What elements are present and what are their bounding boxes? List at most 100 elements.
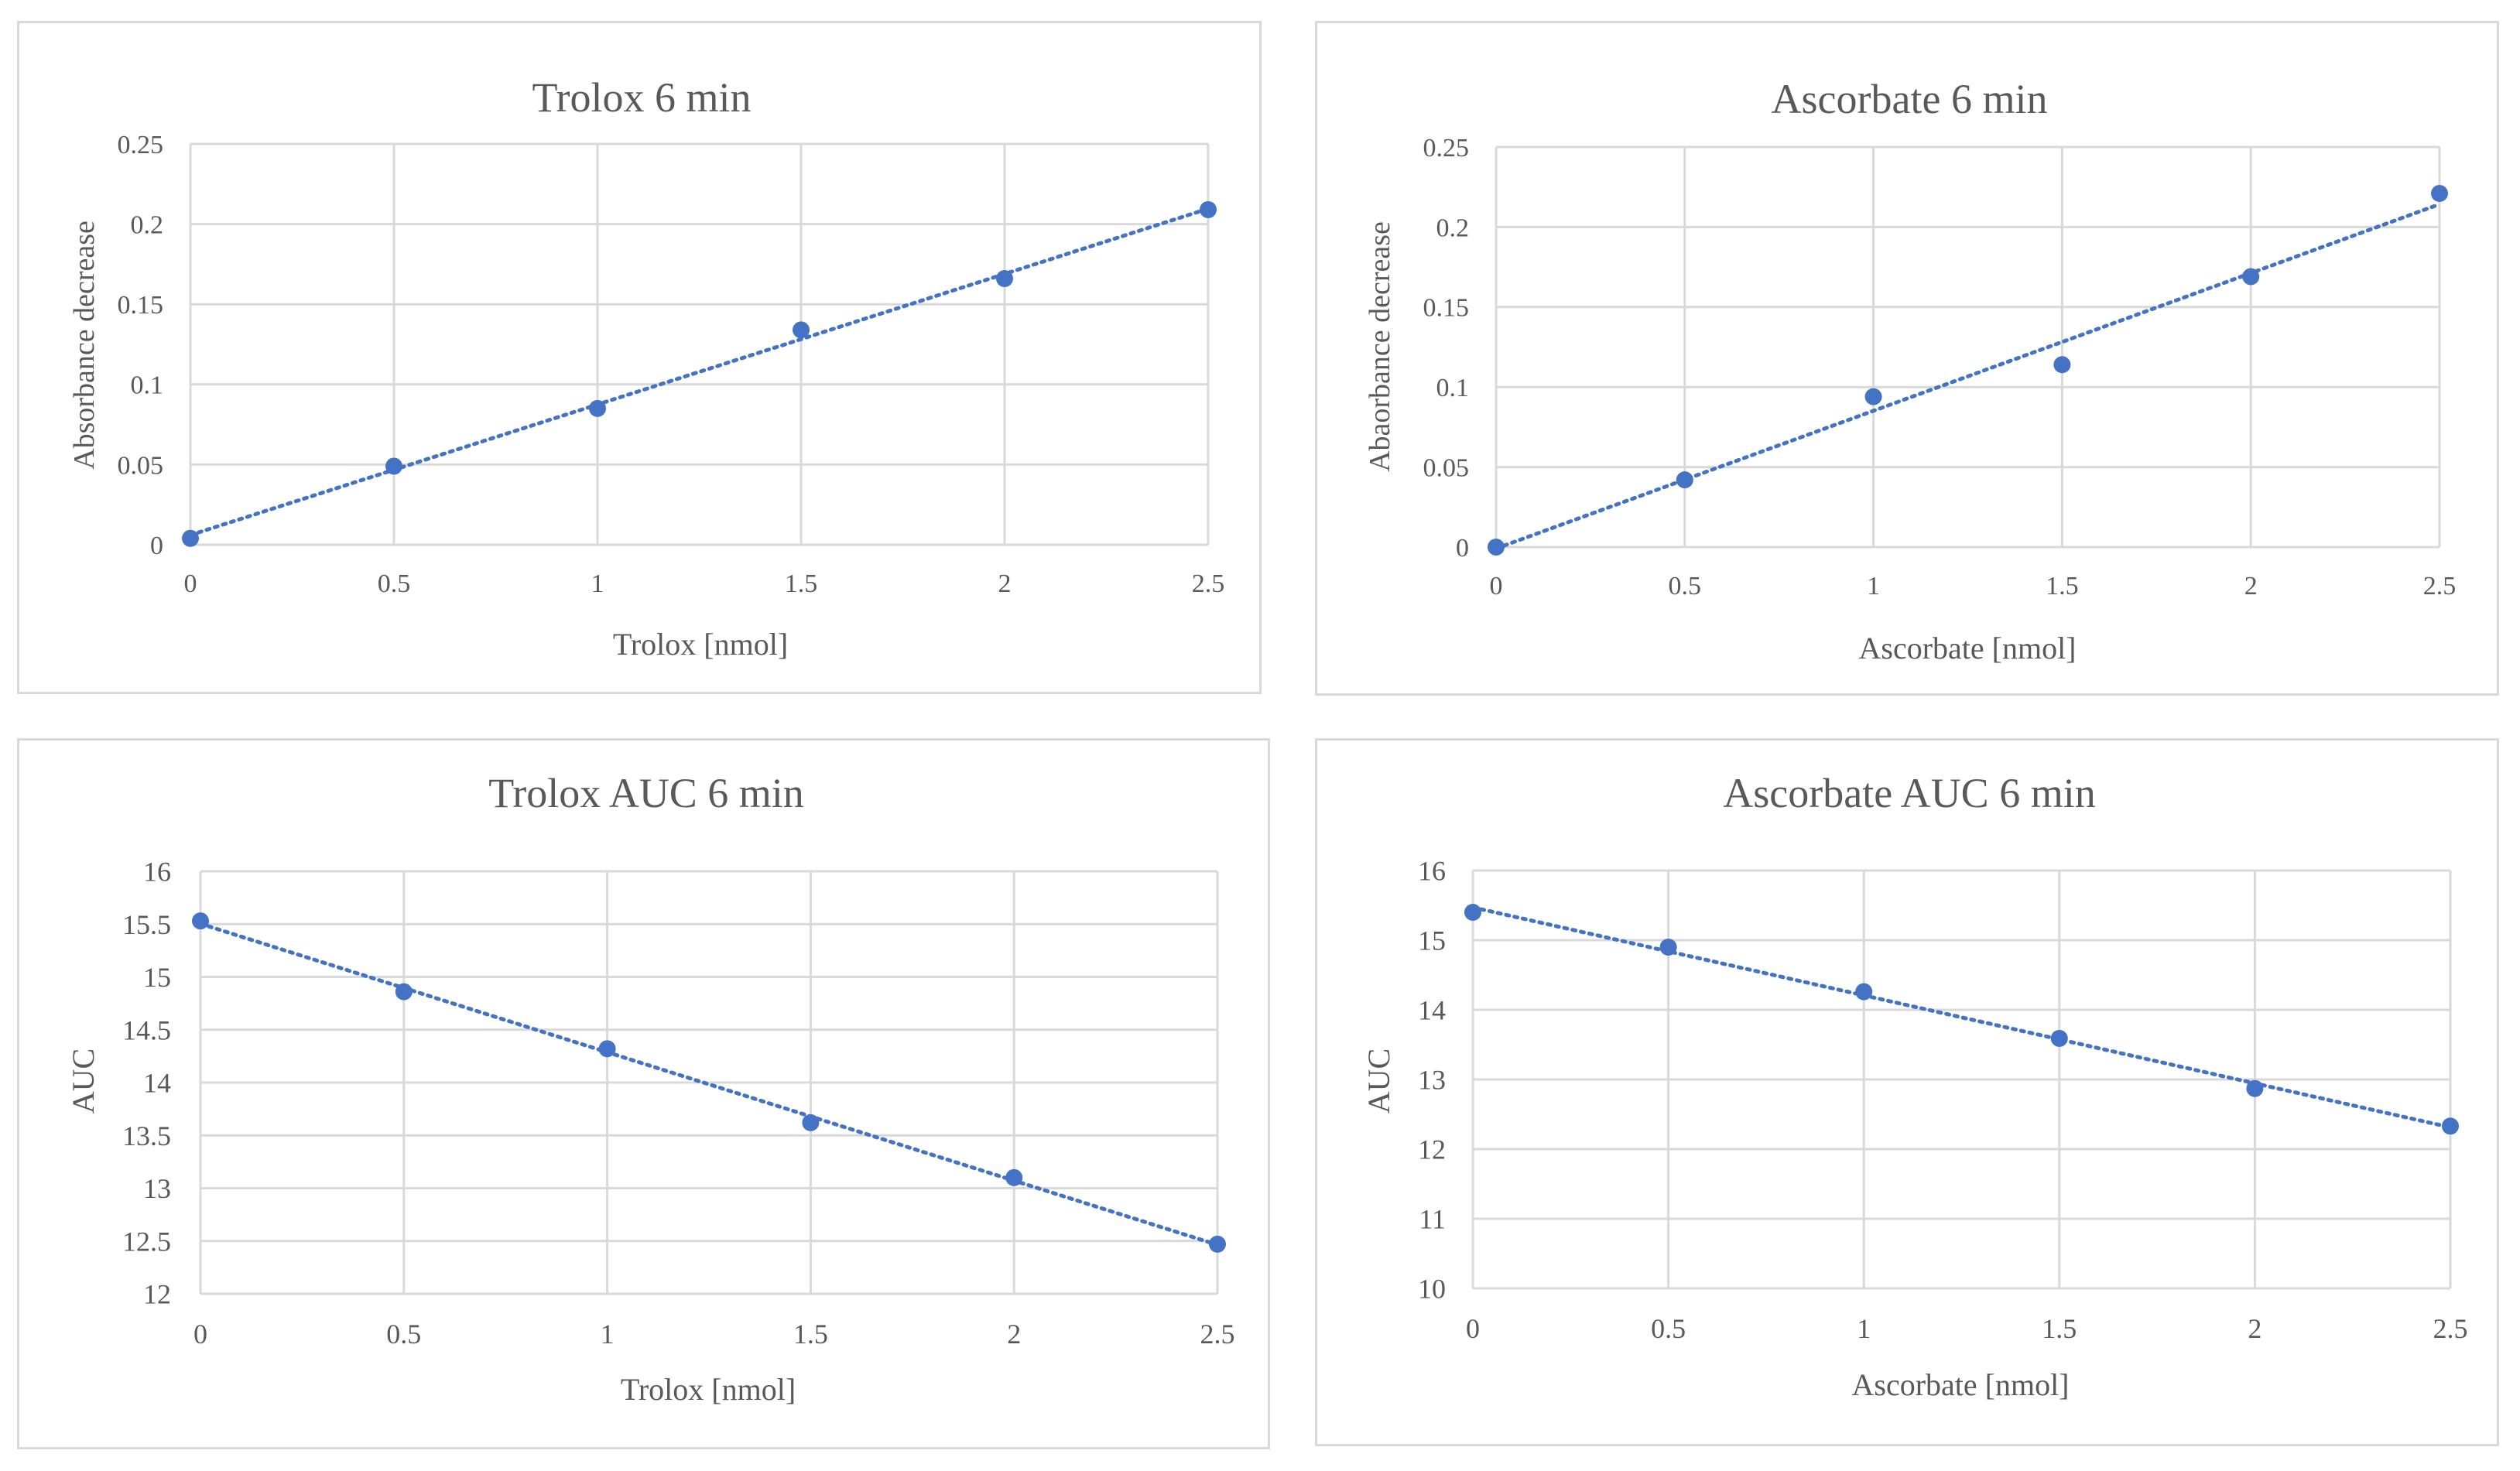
x-axis-title: Ascorbate [nmol] — [1851, 1367, 2069, 1402]
chart-panel-trolox: Trolox 6 min Trolox [nmol] Absorbance de… — [17, 21, 1262, 694]
x-tick-label: 2.5 — [2433, 1313, 2468, 1344]
y-tick-label: 0.2 — [131, 211, 164, 240]
y-tick-label: 0.25 — [1423, 134, 1470, 162]
y-tick-label: 0.15 — [118, 291, 164, 320]
y-tick-label: 0 — [1456, 534, 1469, 563]
trendline — [1471, 905, 2453, 1130]
x-tick-label: 1.5 — [2042, 1313, 2077, 1344]
y-tick-label: 16 — [143, 857, 171, 888]
chart-panel-ascorbate: Ascorbate 6 min Ascorbate [nmol] Abaorba… — [1315, 21, 2499, 696]
chart-ascorbate-auc: Ascorbate AUC 6 min Ascorbate [nmol] AUC… — [1361, 770, 2468, 1402]
trendline — [198, 922, 1220, 1247]
y-tick-label: 13 — [1418, 1065, 1446, 1096]
x-tick-label: 2 — [2248, 1313, 2261, 1344]
x-tick-label: 2 — [2244, 572, 2258, 600]
y-tick-label: 13.5 — [122, 1120, 171, 1151]
y-tick-label: 14.5 — [122, 1014, 171, 1045]
y-tick-label: 0.05 — [118, 451, 164, 480]
chart-title: Trolox AUC 6 min — [488, 770, 804, 816]
chart-panel-trolox-auc: Trolox AUC 6 min Trolox [nmol] AUC 12 12.… — [17, 738, 1270, 1449]
x-tick-label: 1.5 — [2046, 572, 2079, 600]
x-tick-label: 1.5 — [785, 570, 818, 598]
x-tick-label: 0 — [1466, 1313, 1480, 1344]
data-point — [1855, 983, 1873, 1001]
plot-area — [192, 870, 1226, 1295]
y-tick-label: 0.15 — [1423, 294, 1470, 323]
chart-ascorbate-absorbance: Ascorbate 6 min Ascorbate [nmol] Abaorba… — [1364, 76, 2457, 665]
y-tick-label: 0.25 — [118, 131, 164, 159]
y-tick-label: 0.1 — [131, 371, 164, 400]
x-tick-label: 0.5 — [1651, 1313, 1686, 1344]
data-point — [2050, 1029, 2068, 1047]
chart-title: Ascorbate AUC 6 min — [1723, 770, 2095, 816]
data-point — [192, 912, 209, 930]
x-tick-label: 0.5 — [1669, 572, 1702, 600]
y-tick-label: 14 — [143, 1068, 171, 1099]
x-axis-title: Trolox [nmol] — [621, 1372, 796, 1407]
x-tick-label: 0 — [193, 1319, 207, 1350]
data-point — [1676, 471, 1693, 489]
y-tick-label: 11 — [1419, 1204, 1446, 1235]
x-tick-label: 0 — [1490, 572, 1503, 600]
data-point — [598, 1040, 616, 1058]
data-point — [1488, 539, 1505, 556]
data-point — [182, 529, 199, 547]
x-tick-label: 2.5 — [1192, 570, 1225, 598]
y-tick-label: 15 — [143, 962, 171, 993]
y-axis-title: Abaorbance decrease — [1364, 221, 1396, 472]
y-tick-label: 10 — [1418, 1274, 1446, 1305]
plot-area — [182, 142, 1217, 547]
data-point — [1005, 1168, 1023, 1186]
data-point — [2246, 1079, 2264, 1097]
y-tick-label: 12 — [143, 1279, 171, 1310]
x-tick-label: 2.5 — [2423, 572, 2457, 600]
y-axis-title: AUC — [66, 1049, 101, 1114]
data-point — [1864, 388, 1882, 405]
x-tick-label: 1.5 — [793, 1319, 828, 1350]
chart-trolox-auc: Trolox AUC 6 min Trolox [nmol] AUC 1212.… — [66, 770, 1235, 1407]
chart-trolox-absorbance: Trolox 6 min Trolox [nmol] Absorbance de… — [68, 74, 1225, 662]
data-point — [589, 399, 606, 417]
chart-panel-ascorbate-auc: Ascorbate AUC 6 min Ascorbate [nmol] AUC… — [1315, 738, 2499, 1446]
x-tick-label: 1 — [591, 570, 604, 598]
x-tick-label: 1 — [601, 1319, 615, 1350]
x-axis-title: Trolox [nmol] — [613, 627, 788, 662]
chart-title: Trolox 6 min — [532, 74, 751, 121]
x-axis-title: Ascorbate [nmol] — [1858, 631, 2076, 665]
data-point — [2431, 184, 2448, 202]
data-point — [1659, 939, 1677, 956]
plot-area — [1488, 145, 2448, 556]
data-point — [2242, 268, 2260, 286]
data-point — [793, 321, 810, 339]
y-tick-label: 0 — [150, 532, 163, 560]
y-axis-title: AUC — [1361, 1049, 1396, 1114]
data-point — [996, 270, 1013, 288]
y-tick-label: 12 — [1418, 1134, 1446, 1165]
y-tick-label: 0.05 — [1423, 454, 1470, 483]
y-tick-label: 15 — [1418, 925, 1446, 956]
x-tick-label: 2 — [998, 570, 1012, 598]
y-tick-label: 16 — [1418, 856, 1446, 887]
y-axis-title: Absorbance decrease — [68, 221, 101, 470]
x-tick-label: 1 — [1867, 572, 1880, 600]
x-tick-label: 0 — [184, 570, 197, 598]
x-tick-label: 2.5 — [1200, 1319, 1235, 1350]
data-point — [2442, 1117, 2459, 1135]
data-point — [385, 457, 402, 475]
data-point — [395, 983, 413, 1001]
x-tick-label: 0.5 — [386, 1319, 421, 1350]
trendline — [188, 207, 1210, 537]
data-point — [1200, 200, 1217, 218]
data-point — [802, 1114, 820, 1131]
y-tick-label: 15.5 — [122, 909, 171, 940]
data-point — [2053, 356, 2071, 374]
plot-area — [1464, 869, 2459, 1290]
data-point — [1209, 1235, 1226, 1253]
chart-title: Ascorbate 6 min — [1772, 76, 2048, 122]
trendline — [1494, 202, 2442, 551]
y-tick-label: 12.5 — [122, 1226, 171, 1257]
x-tick-label: 2 — [1007, 1319, 1021, 1350]
data-point — [1464, 904, 1481, 921]
y-tick-label: 0.2 — [1436, 214, 1470, 242]
y-tick-label: 13 — [143, 1173, 171, 1204]
